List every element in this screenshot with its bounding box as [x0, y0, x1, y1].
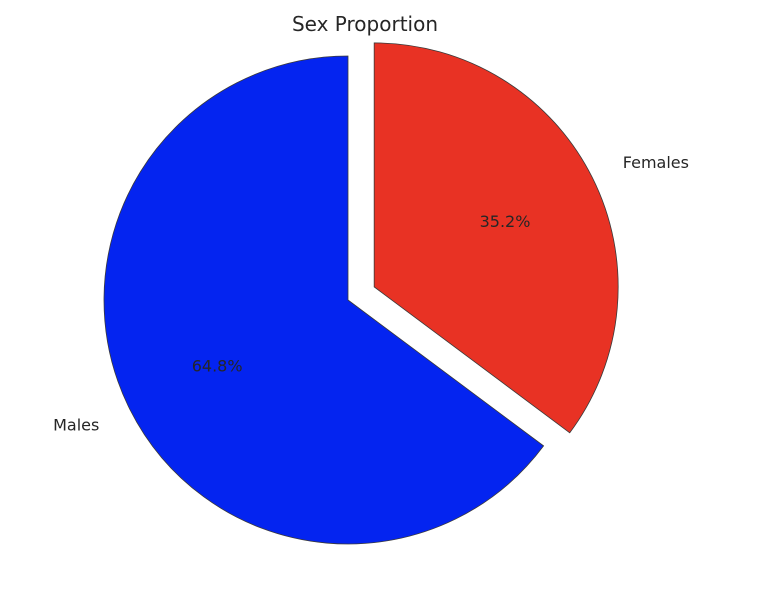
chart-title: Sex Proportion [292, 12, 438, 36]
pct-label-males: 64.8% [192, 357, 243, 376]
pct-label-females: 35.2% [480, 212, 531, 231]
pie-slice-males [103, 55, 545, 545]
slice-label-females: Females [623, 153, 689, 172]
pie-slices [103, 42, 619, 545]
pie-labels: Males 64.8% Females 35.2% [53, 153, 689, 435]
pie-slice-females [373, 42, 619, 434]
slice-label-males: Males [53, 416, 99, 435]
